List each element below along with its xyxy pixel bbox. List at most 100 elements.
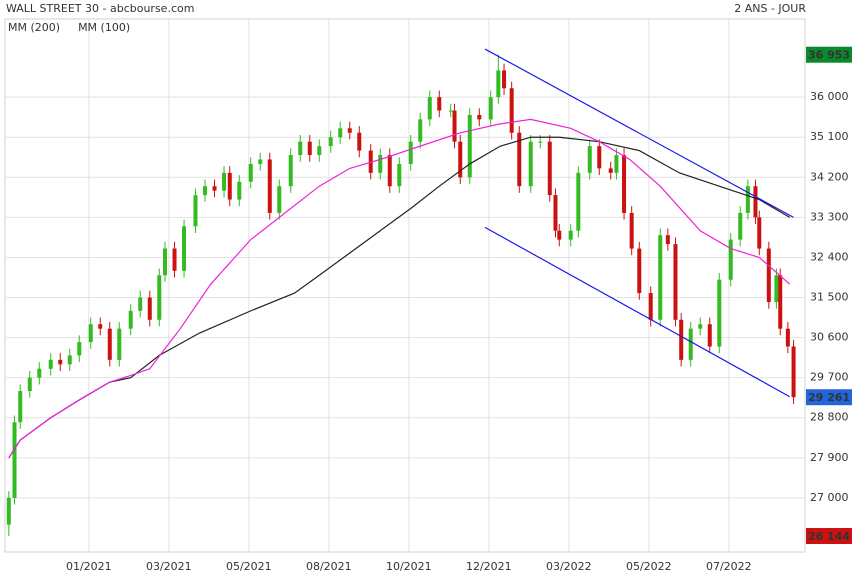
candle-body (18, 391, 23, 423)
candle-body (766, 248, 771, 302)
candle-body (227, 172, 232, 200)
moving-average-line (8, 118, 791, 459)
candle-body (163, 248, 167, 276)
candle-body (267, 159, 272, 213)
candle-body (27, 377, 32, 392)
candle-body (98, 324, 103, 329)
candle-body (467, 114, 472, 178)
candle-body (614, 155, 619, 173)
candle-body (387, 155, 392, 187)
candle-body (203, 186, 207, 196)
candle-body (679, 319, 684, 360)
candle-body (378, 155, 383, 173)
candle-body (248, 163, 253, 182)
candle-body (538, 141, 543, 143)
candle-body (328, 137, 333, 147)
candle-body (237, 181, 242, 200)
candle-body (673, 244, 678, 320)
price-tag (806, 528, 852, 545)
y-tick-label: 27 000 (810, 491, 849, 504)
candle-body (288, 155, 293, 187)
candle-body (791, 346, 796, 398)
candle-body (629, 212, 634, 249)
candle-body (58, 359, 63, 365)
candle-body (427, 97, 432, 120)
x-tick-label: 01/2021 (66, 560, 112, 573)
candle-body (347, 128, 352, 133)
candle-body (128, 310, 133, 329)
candle-body (117, 328, 122, 360)
candle-body (778, 275, 783, 329)
candle-body (576, 172, 581, 231)
candle-body (707, 324, 712, 347)
price-tag (806, 46, 852, 63)
x-tick-label: 05/2021 (226, 560, 272, 573)
candle-body (648, 293, 653, 320)
candle-body (753, 186, 758, 218)
candle-body (298, 141, 303, 156)
candle-body (193, 195, 198, 227)
candle-body (502, 70, 507, 89)
candle-body (437, 97, 442, 111)
chart-subtitle: 2 ANS - JOUR (734, 2, 806, 15)
candle-body (658, 235, 663, 320)
candle-body (637, 248, 642, 294)
candle-body (488, 97, 493, 120)
candle-body (622, 155, 627, 213)
candle-body (745, 186, 750, 213)
channel-line (484, 226, 791, 398)
candle-body (138, 297, 143, 311)
x-tick-label: 05/2022 (626, 560, 672, 573)
price-tag-label: 29 261 (808, 391, 850, 404)
candle-body (665, 235, 670, 245)
y-tick-label: 36 000 (810, 90, 849, 103)
candle-body (77, 342, 82, 356)
candle-body (553, 195, 558, 231)
candle-body (557, 230, 562, 240)
y-tick-label: 27 900 (810, 451, 849, 464)
candle-body (477, 114, 482, 120)
y-tick-label: 29 700 (810, 371, 849, 384)
y-tick-label: 30 600 (810, 331, 849, 344)
candle-body (88, 324, 93, 343)
candle-body (317, 146, 322, 156)
candle-body (277, 186, 282, 213)
candle-body (528, 141, 533, 187)
candle-body (717, 279, 722, 347)
candle-body (458, 141, 463, 178)
y-tick-label: 34 200 (810, 170, 849, 183)
candle-body (157, 275, 162, 320)
candle-body (608, 168, 613, 173)
x-tick-label: 12/2021 (466, 560, 512, 573)
candle-body (698, 324, 703, 329)
candle-body (212, 186, 217, 191)
x-tick-label: 10/2021 (386, 560, 432, 573)
candle-body (307, 141, 312, 156)
candle-body (452, 110, 457, 142)
candle-body (408, 141, 413, 164)
candle-body (418, 119, 423, 142)
candle-body (182, 226, 187, 271)
price-tag-label: 36 953 (808, 49, 850, 62)
candle-body (587, 146, 592, 173)
candle-body (597, 146, 602, 169)
candle-body (785, 328, 790, 347)
chart-title: WALL STREET 30 - abcbourse.com (6, 2, 194, 15)
candle-body (172, 248, 177, 271)
channel-line (484, 48, 794, 218)
candle-body (37, 368, 42, 378)
x-tick-label: 07/2022 (706, 560, 752, 573)
candle-body (397, 163, 402, 187)
y-tick-label: 31 500 (810, 291, 849, 304)
candle-body (12, 422, 17, 498)
candle-body (48, 359, 53, 369)
x-tick-label: 03/2022 (546, 560, 592, 573)
candle-body (738, 212, 743, 240)
candle-body (496, 70, 501, 98)
candle-body (517, 132, 522, 187)
plot-frame (4, 18, 806, 553)
legend-entry: MM (200) (8, 21, 60, 34)
x-tick-label: 03/2021 (146, 560, 192, 573)
